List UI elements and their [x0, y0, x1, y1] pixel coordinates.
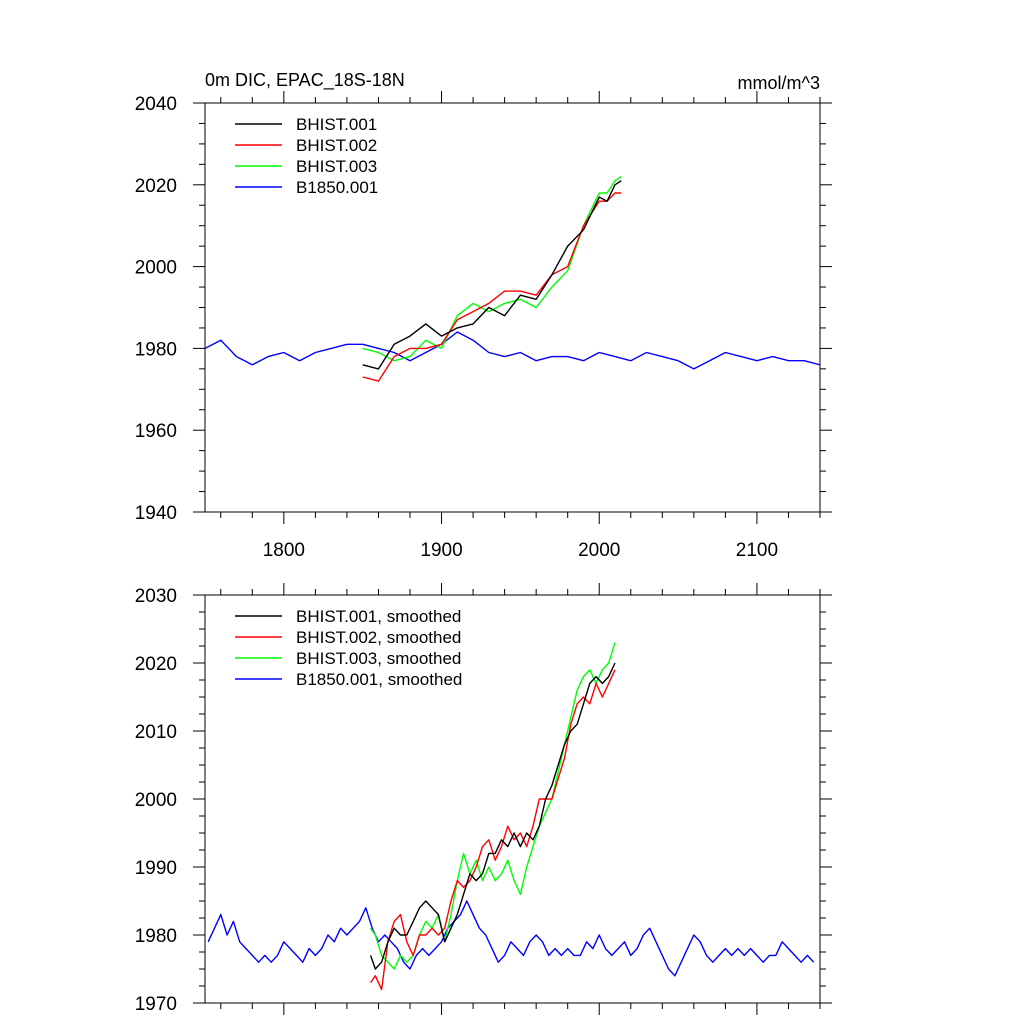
- x-tick-label: 2100: [736, 540, 778, 561]
- y-tick-label: 2030: [135, 586, 177, 607]
- y-tick-label: 2020: [135, 176, 177, 197]
- y-tick-label: 1980: [135, 926, 177, 947]
- legend-label: BHIST.001, smoothed: [296, 607, 461, 626]
- series-group: [207, 642, 815, 991]
- bottom-panel: 1970 1980 1990 2000 2010 2020 2030 BHIST.001, s…: [135, 583, 832, 1015]
- y-tick-label: 1940: [135, 503, 177, 524]
- legend-label: BHIST.002, smoothed: [296, 628, 461, 647]
- y-tick-label: 2000: [135, 258, 177, 279]
- legend-label: B1850.001: [296, 178, 378, 197]
- series-group: [205, 176, 820, 382]
- series-line-bhist-001: [362, 180, 622, 370]
- x-tick-label: 1800: [263, 540, 305, 561]
- chart-title: 0m DIC, EPAC_18S-18N: [205, 70, 405, 91]
- units-label: mmol/m^3: [738, 73, 820, 93]
- y-tick-label: 1960: [135, 421, 177, 442]
- legend-label: BHIST.001: [296, 115, 377, 134]
- series-line-bhist-002-smoothed: [370, 669, 616, 991]
- y-tick-label: 2020: [135, 654, 177, 675]
- y-tick-label: 2000: [135, 790, 177, 811]
- y-tick-label: 1980: [135, 339, 177, 360]
- legend-label: BHIST.003: [296, 157, 377, 176]
- series-line-bhist-003-smoothed: [370, 642, 616, 970]
- x-tick-label: 2000: [578, 540, 620, 561]
- legend-label: BHIST.002: [296, 136, 377, 155]
- y-tick-label: 2010: [135, 722, 177, 743]
- legend-label: B1850.001, smoothed: [296, 670, 462, 689]
- legend-label: BHIST.003, smoothed: [296, 649, 461, 668]
- y-tick-label: 1970: [135, 994, 177, 1015]
- series-line-bhist-002: [362, 192, 622, 382]
- series-line-b1850-001: [205, 331, 820, 370]
- y-tick-label: 1990: [135, 858, 177, 879]
- top-panel: 1940 1960 1980 2000 2020 2040 1800 1900 2000 2100…: [135, 70, 832, 561]
- series-line-b1850-001-smoothed: [207, 900, 815, 977]
- series-line-bhist-001-smoothed: [369, 662, 616, 970]
- series-line-bhist-003: [362, 176, 622, 362]
- y-tick-label: 2040: [135, 94, 177, 115]
- x-tick-label: 1900: [420, 540, 462, 561]
